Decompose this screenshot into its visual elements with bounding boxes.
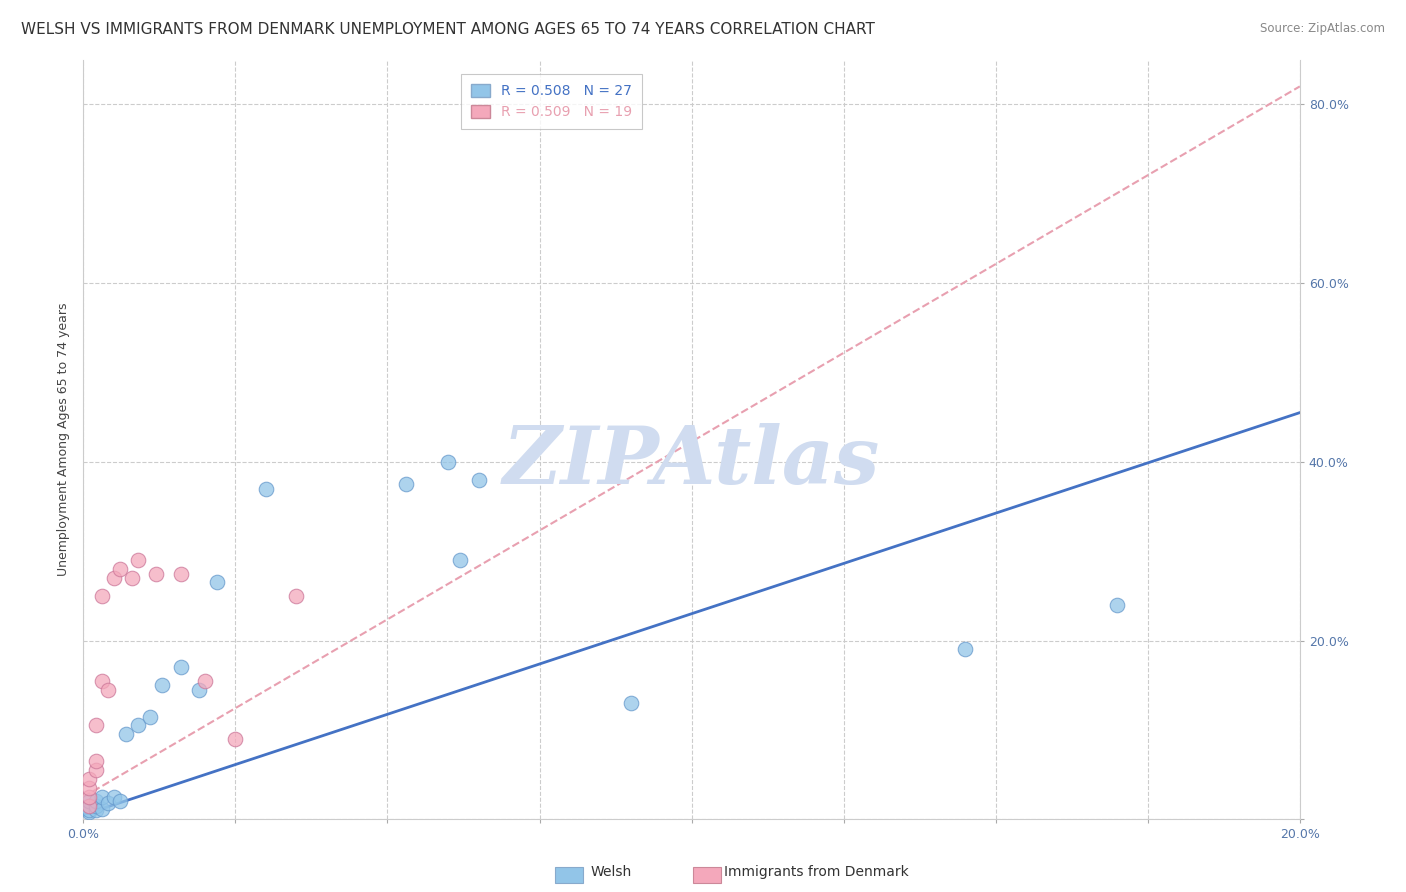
Point <box>437 455 460 469</box>
Point <box>79 803 101 817</box>
Point <box>79 780 101 795</box>
Point <box>170 660 193 674</box>
Point <box>97 796 120 810</box>
Point <box>127 718 149 732</box>
Y-axis label: Unemployment Among Ages 65 to 74 years: Unemployment Among Ages 65 to 74 years <box>58 302 70 576</box>
Point <box>90 673 112 688</box>
Point <box>194 673 217 688</box>
Point <box>90 589 112 603</box>
Point <box>79 772 101 786</box>
Point <box>187 682 209 697</box>
Text: WELSH VS IMMIGRANTS FROM DENMARK UNEMPLOYMENT AMONG AGES 65 TO 74 YEARS CORRELAT: WELSH VS IMMIGRANTS FROM DENMARK UNEMPLO… <box>21 22 875 37</box>
Point <box>121 571 143 585</box>
Point <box>79 805 101 819</box>
Point <box>84 794 107 808</box>
Point <box>84 718 107 732</box>
Point <box>108 794 131 808</box>
Point <box>103 571 125 585</box>
Point <box>79 789 101 804</box>
Point <box>115 727 138 741</box>
Point <box>254 482 277 496</box>
Point <box>285 589 308 603</box>
Point <box>170 566 193 581</box>
Point <box>79 798 101 813</box>
Point <box>449 553 471 567</box>
Text: Welsh: Welsh <box>591 865 631 880</box>
Point <box>127 553 149 567</box>
Point <box>205 575 228 590</box>
Point <box>139 709 162 723</box>
Point <box>395 477 418 491</box>
Point <box>103 789 125 804</box>
Point <box>79 798 101 813</box>
Point <box>90 801 112 815</box>
Point <box>152 678 174 692</box>
Point <box>79 794 101 808</box>
Point <box>620 696 643 710</box>
Point <box>84 803 107 817</box>
Point <box>955 642 977 657</box>
Point <box>224 731 246 746</box>
Point <box>97 682 120 697</box>
Point <box>108 562 131 576</box>
Point <box>467 473 489 487</box>
Text: Immigrants from Denmark: Immigrants from Denmark <box>724 865 908 880</box>
Point <box>84 798 107 813</box>
Text: ZIPAtlas: ZIPAtlas <box>503 424 880 501</box>
Text: Source: ZipAtlas.com: Source: ZipAtlas.com <box>1260 22 1385 36</box>
Point <box>90 789 112 804</box>
Point <box>145 566 167 581</box>
Legend: R = 0.508   N = 27, R = 0.509   N = 19: R = 0.508 N = 27, R = 0.509 N = 19 <box>461 74 643 128</box>
Point <box>84 754 107 768</box>
Point <box>1107 598 1129 612</box>
Point <box>84 763 107 777</box>
